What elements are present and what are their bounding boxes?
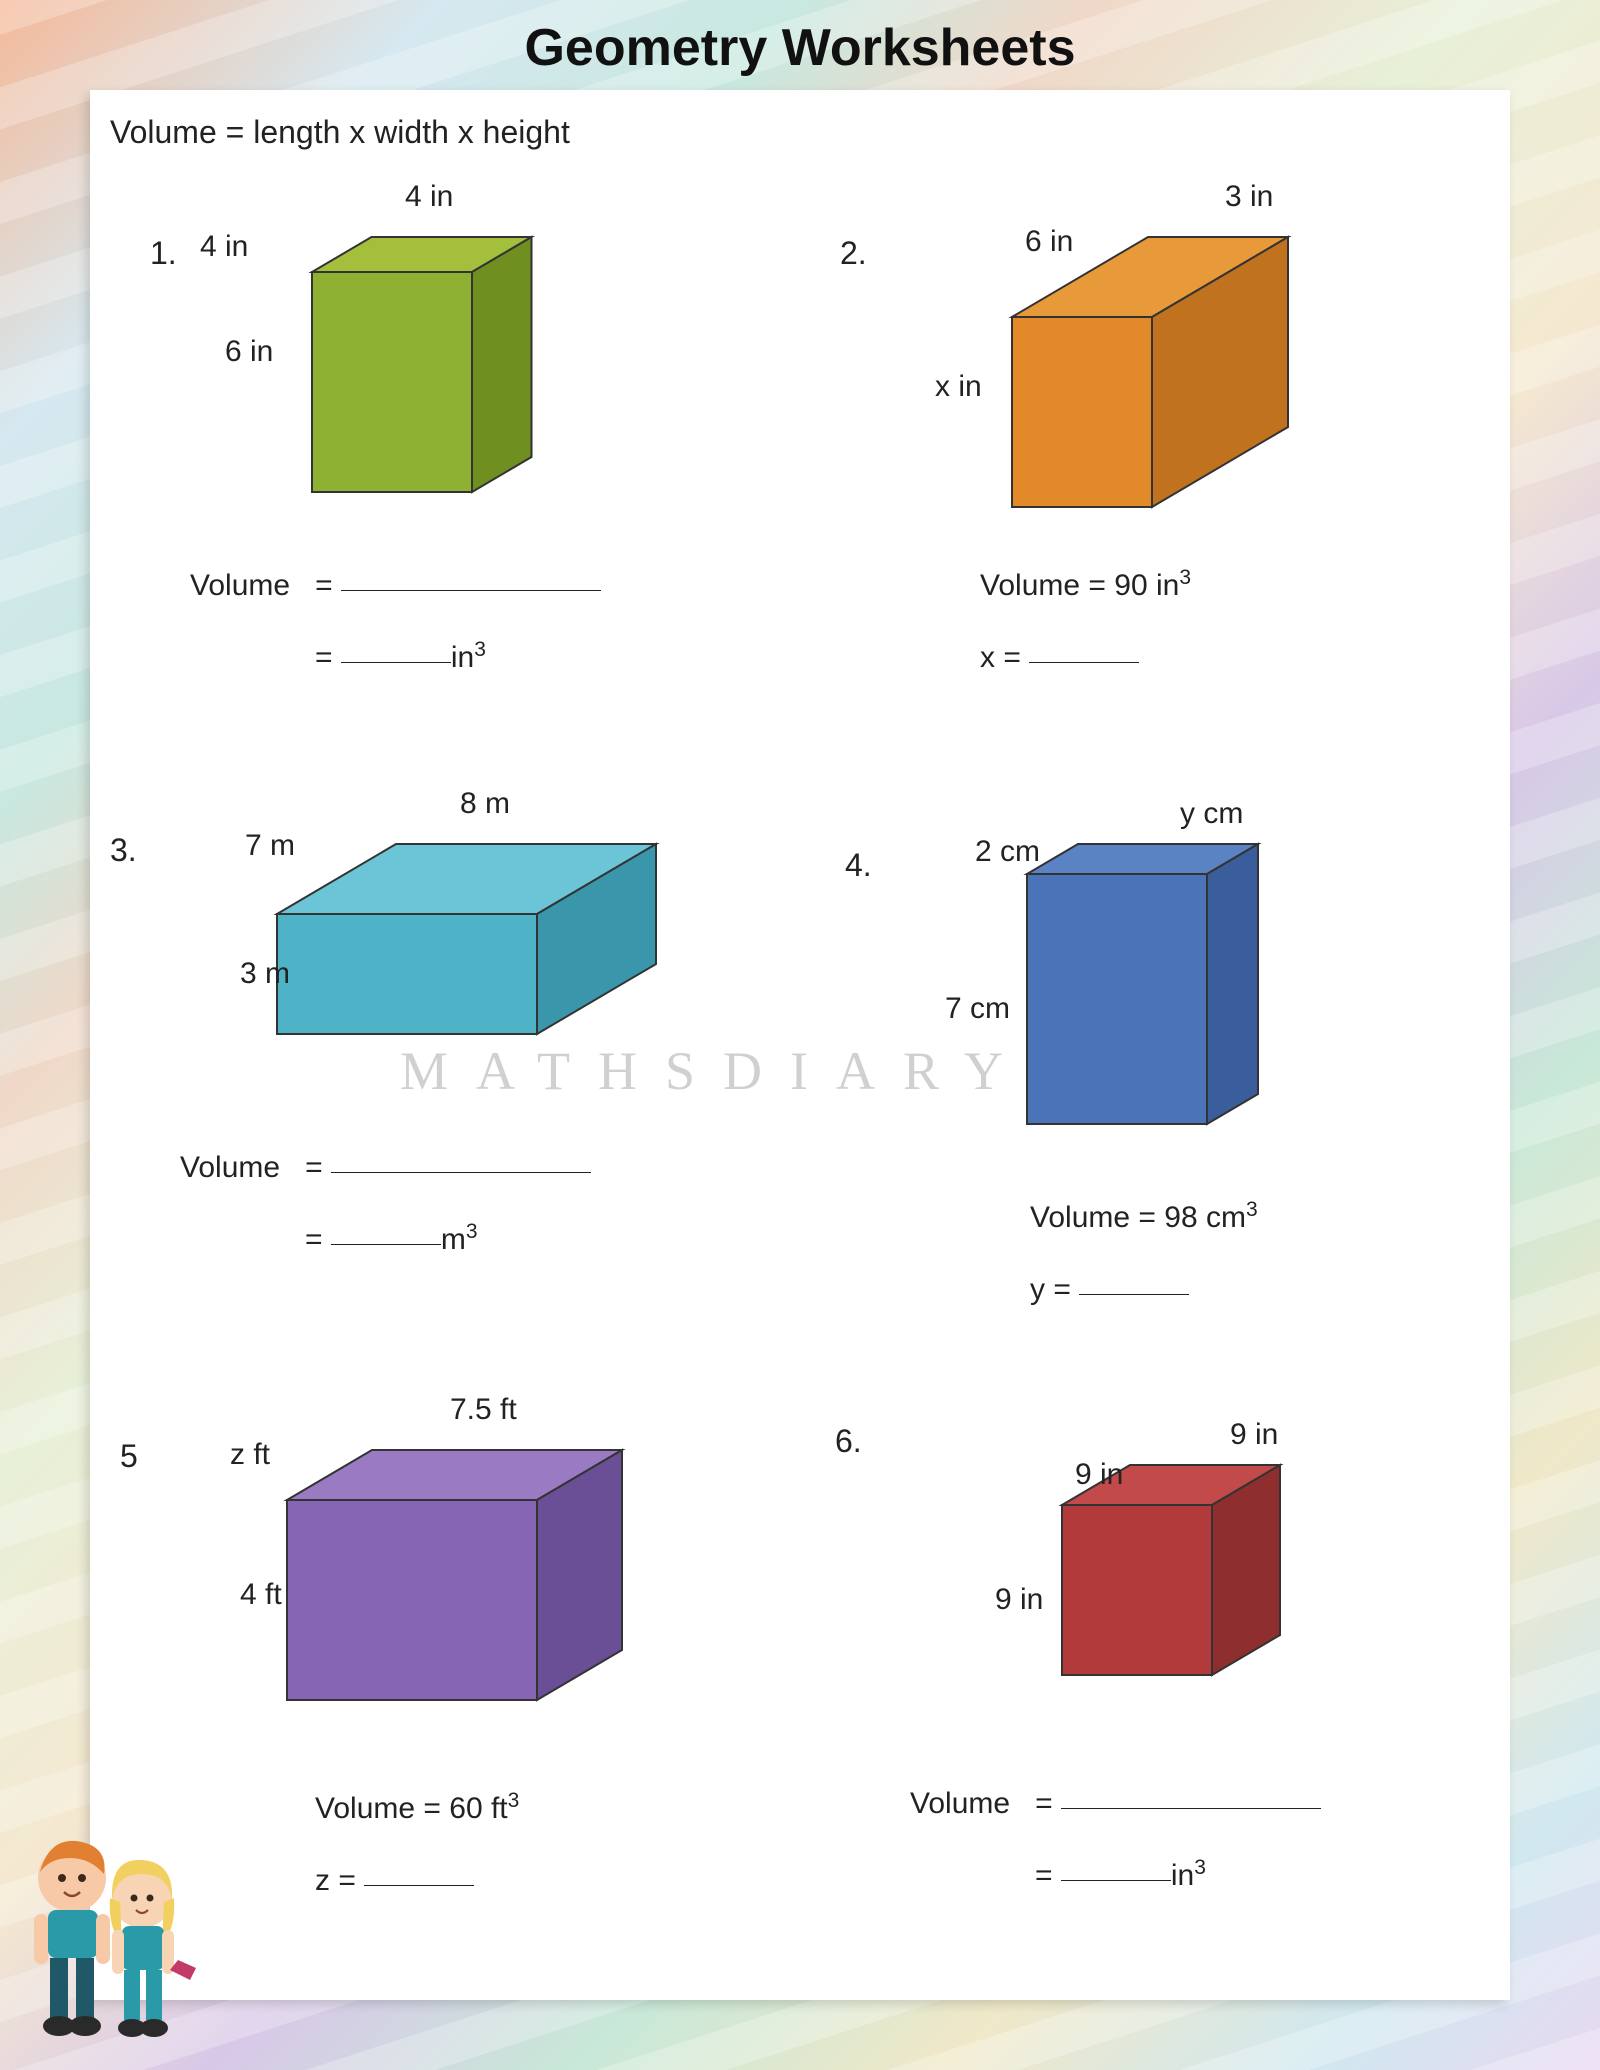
height-label: x in [935, 370, 982, 404]
prism-shape [1025, 842, 1260, 1131]
depth-label: 2 cm [975, 835, 1040, 869]
depth-label: 4 in [200, 230, 248, 264]
problem-4: 4. 2 cm y cm 7 cm Volume = 98 cm3 y = [800, 787, 1510, 1394]
problem-6: 6. 9 in 9 in 9 in Volume = = in3 [800, 1393, 1510, 2000]
question-number: 1. [150, 235, 177, 272]
page-title: Geometry Worksheets [0, 18, 1600, 78]
children-illustration [10, 1830, 220, 2060]
depth-label: 7 m [245, 829, 295, 863]
answer-block: Volume = 90 in3 x = [980, 550, 1191, 694]
question-number: 4. [845, 847, 872, 884]
prism-shape [310, 235, 534, 499]
width-label: 4 in [405, 180, 453, 214]
volume-formula: Volume = length x width x height [110, 114, 570, 151]
prism-shape [1010, 235, 1290, 514]
question-number: 6. [835, 1423, 862, 1460]
width-label: 8 m [460, 787, 510, 821]
answer-block: Volume = = in3 [190, 550, 601, 694]
depth-label: 6 in [1025, 225, 1073, 259]
problem-2: 2. 6 in 3 in x in Volume = 90 in3 x = [800, 180, 1510, 787]
height-label: 7 cm [945, 992, 1010, 1026]
prism-shape [1060, 1463, 1282, 1682]
height-label: 9 in [995, 1583, 1043, 1617]
depth-label: 9 in [1075, 1458, 1123, 1492]
height-label: 4 ft [240, 1578, 282, 1612]
width-label: 3 in [1225, 180, 1273, 214]
depth-label: z ft [230, 1438, 270, 1472]
prism-shape [285, 1448, 624, 1707]
problem-3: 3. 7 m 8 m 3 m Volume = = m3 [90, 787, 800, 1394]
height-label: 3 m [240, 957, 290, 991]
problem-1: 1. 4 in 4 in 6 in Volume = = in3 [90, 180, 800, 787]
question-number: 5 [120, 1438, 138, 1475]
width-label: 7.5 ft [450, 1393, 517, 1427]
width-label: 9 in [1230, 1418, 1278, 1452]
question-number: 3. [110, 832, 137, 869]
height-label: 6 in [225, 335, 273, 369]
answer-block: Volume = = in3 [910, 1768, 1321, 1912]
answer-block: Volume = 60 ft3 z = [315, 1773, 519, 1917]
answer-block: Volume = 98 cm3 y = [1030, 1182, 1258, 1326]
worksheet-page: Volume = length x width x height MATHSDI… [90, 90, 1510, 2000]
answer-block: Volume = = m3 [180, 1132, 591, 1276]
question-number: 2. [840, 235, 867, 272]
width-label: y cm [1180, 797, 1243, 831]
problems-grid: 1. 4 in 4 in 6 in Volume = = in3 2. 6 in… [90, 180, 1510, 2000]
prism-shape [275, 842, 658, 1041]
